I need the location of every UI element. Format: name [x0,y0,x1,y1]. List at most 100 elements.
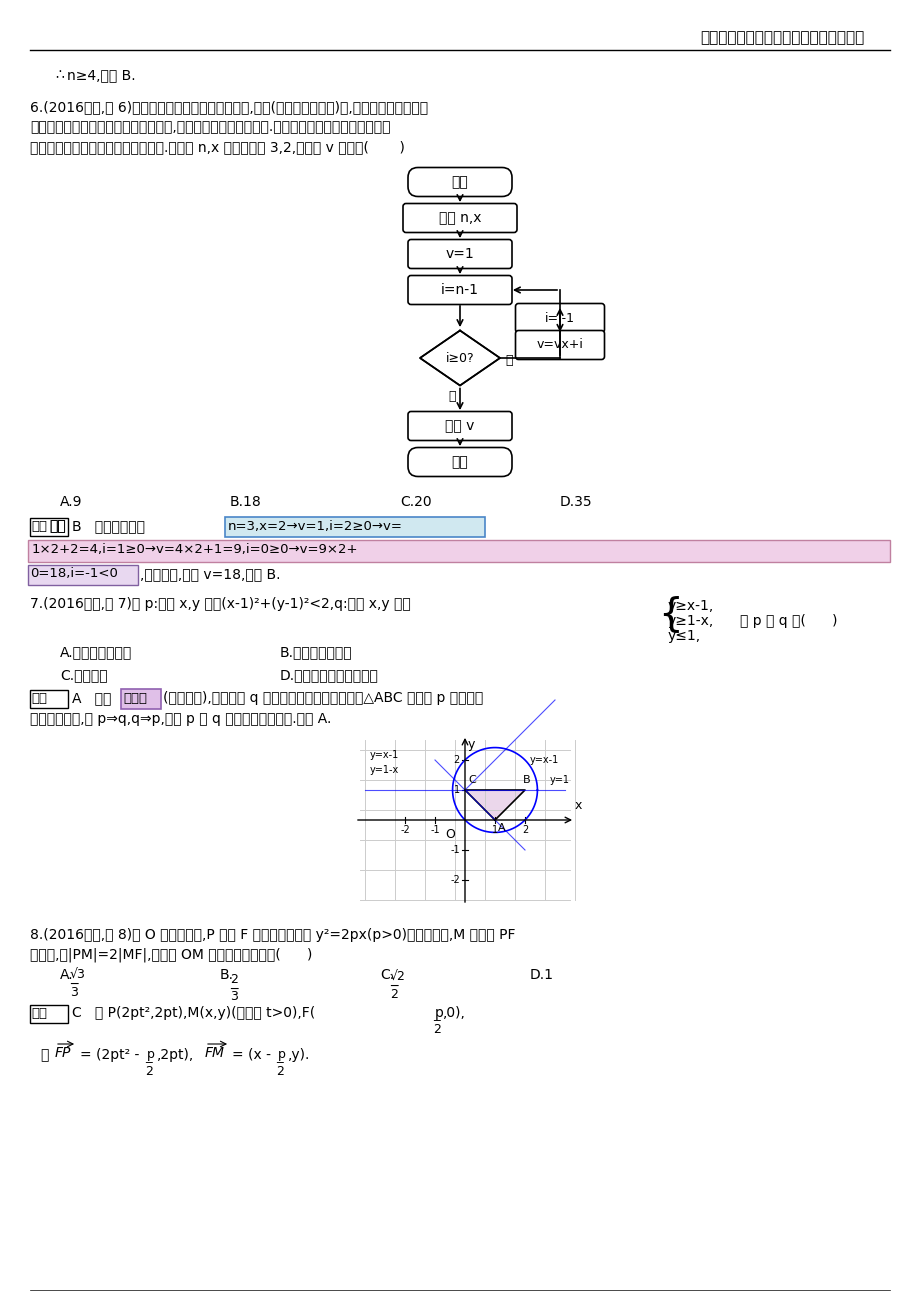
Text: C.充要条件: C.充要条件 [60,668,108,682]
Text: 否: 否 [448,391,455,404]
Text: 1: 1 [492,825,497,835]
Text: 2: 2 [433,1023,440,1036]
Text: 2: 2 [521,825,528,835]
Text: D.1: D.1 [529,967,553,982]
FancyBboxPatch shape [515,303,604,332]
Text: i=n-1: i=n-1 [440,283,479,297]
FancyBboxPatch shape [407,276,512,305]
Text: ,y).: ,y). [288,1048,310,1062]
Text: A.必要不充分条件: A.必要不充分条件 [60,644,132,659]
Text: y≥1-x,: y≥1-x, [667,615,713,628]
Text: 2: 2 [453,755,460,766]
FancyBboxPatch shape [28,540,889,562]
Text: -1: -1 [430,825,439,835]
Text: A: A [497,823,505,833]
Text: B.: B. [220,967,233,982]
Text: B.充分不必要条件: B.充分不必要条件 [279,644,352,659]
Text: 3: 3 [230,990,238,1003]
Text: y=1-x: y=1-x [369,766,399,775]
FancyBboxPatch shape [30,1005,68,1023]
Text: 输出 v: 输出 v [445,419,474,434]
Text: ∴: ∴ [55,68,63,82]
Text: y≤1,: y≤1, [667,629,700,643]
Text: 2: 2 [390,988,397,1001]
Text: D.既不充分也不必要条件: D.既不充分也不必要条件 [279,668,379,682]
Text: i=i-1: i=i-1 [544,311,574,324]
Text: n=3,x=2→v=1,i=2≥0→v=: n=3,x=2→v=1,i=2≥0→v= [228,519,403,533]
Text: 1: 1 [453,785,460,796]
Text: 结束: 结束 [451,454,468,469]
Text: 上的点,且|PM|=2|MF|,则直线 OM 的斜率的最大值为(      ): 上的点,且|PM|=2|MF|,则直线 OM 的斜率的最大值为( ) [30,948,312,962]
Text: 秦九韶算法求某多项式值的一个实例.若输入 n,x 的值分别为 3,2,则输出 v 的值为(       ): 秦九韶算法求某多项式值的一个实例.若输入 n,x 的值分别为 3,2,则输出 v… [30,141,404,154]
Text: 2: 2 [145,1065,153,1078]
Text: y: y [468,738,475,751]
FancyBboxPatch shape [403,203,516,233]
Text: √2: √2 [390,970,405,983]
Text: 答案: 答案 [31,1006,47,1019]
Text: C   设 P(2pt²,2pt),M(x,y)(不妨设 t>0),F(: C 设 P(2pt²,2pt),M(x,y)(不妨设 t>0),F( [72,1006,315,1019]
Text: 2: 2 [276,1065,284,1078]
Text: 3: 3 [70,986,78,999]
Text: y≥x-1,: y≥x-1, [667,599,713,613]
Text: C: C [468,775,475,785]
Text: 答案: 答案 [49,519,65,533]
FancyBboxPatch shape [407,168,512,197]
Text: 开始: 开始 [451,174,468,189]
Text: O: O [445,828,455,841]
Text: B: B [522,775,530,785]
Text: 输入 n,x: 输入 n,x [438,211,481,225]
Text: FP: FP [55,1046,72,1060]
FancyBboxPatch shape [407,448,512,477]
Text: i≥0?: i≥0? [445,352,474,365]
Text: 则: 则 [40,1048,49,1062]
Text: 答案: 答案 [31,519,47,533]
Text: A.: A. [60,967,74,982]
FancyBboxPatch shape [515,331,604,359]
FancyBboxPatch shape [30,690,68,708]
Text: C.: C. [380,967,393,982]
Text: ,0),: ,0), [443,1006,465,1019]
Text: -2: -2 [449,875,460,885]
Text: 7.(2016四川,理 7)设 p:实数 x,y 满足(x-1)²+(y-1)²<2,q:实数 x,y 满足: 7.(2016四川,理 7)设 p:实数 x,y 满足(x-1)²+(y-1)²… [30,598,410,611]
Text: 6.(2016四川,理 6)秦九韶是我国南宋时期的数学家,普州(现四川省安岳县)人,他在所著的《数书九: 6.(2016四川,理 6)秦九韶是我国南宋时期的数学家,普州(现四川省安岳县)… [30,100,427,115]
Text: (如图所示),可知命题 q 中不等式组表示的平面区域△ABC 在命题 p 中不等式: (如图所示),可知命题 q 中不等式组表示的平面区域△ABC 在命题 p 中不等… [163,691,482,704]
Text: {: { [657,595,682,633]
Text: 答案: 答案 [49,519,65,533]
Text: 0=18,i=-1<0: 0=18,i=-1<0 [30,566,118,579]
Text: C.20: C.20 [400,495,431,509]
Text: B.18: B.18 [230,495,262,509]
Text: n≥4,故选 B.: n≥4,故选 B. [67,68,135,82]
Text: 是: 是 [505,354,512,367]
Text: x: x [574,799,582,812]
Text: 则 p 是 q 的(      ): 则 p 是 q 的( ) [739,615,836,628]
FancyBboxPatch shape [28,565,138,585]
Text: ─: ─ [230,983,237,996]
Text: -2: -2 [400,825,410,835]
Text: v=1: v=1 [445,247,474,260]
Text: ─: ─ [390,980,397,993]
Text: B   程序运行如下: B 程序运行如下 [72,519,145,533]
Text: v=vx+i: v=vx+i [536,339,583,352]
Text: y=1: y=1 [550,775,570,785]
Text: A.9: A.9 [60,495,83,509]
FancyBboxPatch shape [30,518,68,536]
FancyBboxPatch shape [407,240,512,268]
Text: p: p [147,1048,154,1061]
Text: 表示的圆盘内,即 p⇒q,q⇒p,所以 p 是 q 的必要不充分条件.故选 A.: 表示的圆盘内,即 p⇒q,q⇒p,所以 p 是 q 的必要不充分条件.故选 A. [30,712,331,727]
Text: 8.(2016四川,理 8)设 O 为坐标原点,P 是以 F 为焦点的抛物线 y²=2px(p>0)上任意一点,M 是线段 PF: 8.(2016四川,理 8)设 O 为坐标原点,P 是以 F 为焦点的抛物线 y… [30,928,515,943]
Text: = (2pt² -: = (2pt² - [80,1048,139,1062]
Text: ─: ─ [145,1057,152,1068]
Text: ─: ─ [70,978,77,991]
Polygon shape [464,790,525,820]
Text: y=x-1: y=x-1 [369,750,399,760]
Text: D.35: D.35 [560,495,592,509]
FancyBboxPatch shape [121,689,161,710]
Text: 1×2+2=4,i=1≥0→v=4×2+1=9,i=0≥0→v=9×2+: 1×2+2=4,i=1≥0→v=4×2+1=9,i=0≥0→v=9×2+ [32,543,358,556]
Text: √3: √3 [70,967,85,980]
Text: ─: ─ [276,1057,282,1068]
Text: 2: 2 [230,973,238,986]
Text: 普通高等学校招生全国统一考试数学真题: 普通高等学校招生全国统一考试数学真题 [699,30,863,46]
Text: 章》中提出的多项式求值的秦九韶算法,至今仍是比较先进的算法.如图所示的程序框图给出了利用: 章》中提出的多项式求值的秦九韶算法,至今仍是比较先进的算法.如图所示的程序框图给… [30,120,390,134]
Text: ,结束循环,输出 v=18,故选 B.: ,结束循环,输出 v=18,故选 B. [140,566,280,581]
FancyBboxPatch shape [407,411,512,440]
